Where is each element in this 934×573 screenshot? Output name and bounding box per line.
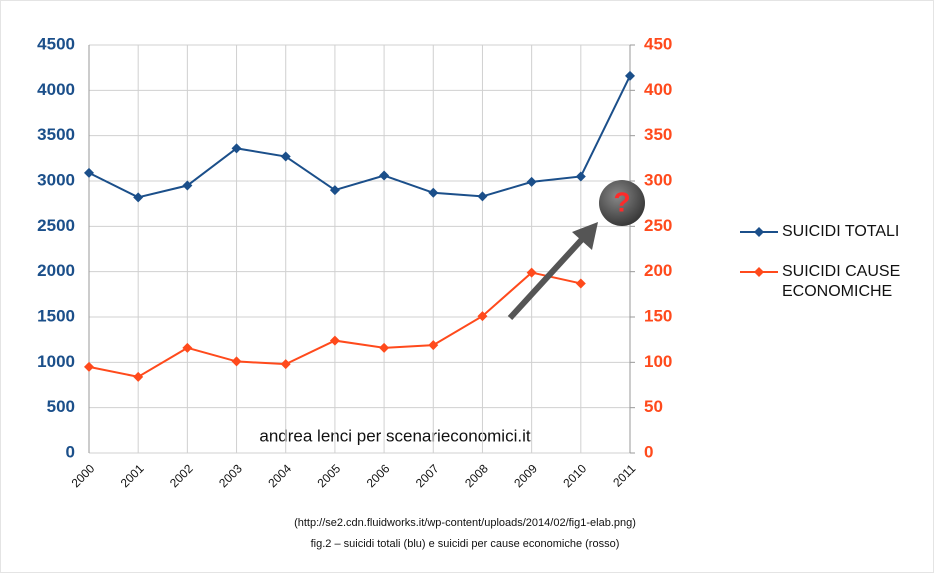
y2-tick-label: 400 (644, 80, 672, 99)
annotation: ? (613, 186, 630, 217)
data-point (280, 359, 291, 370)
y-tick-label: 0 (66, 442, 75, 461)
data-point (575, 278, 586, 289)
y2-tick-label: 250 (644, 216, 672, 235)
data-point (329, 185, 340, 196)
data-point (329, 335, 340, 346)
badge (599, 180, 645, 226)
data-point (428, 340, 439, 351)
y2-tick-label: 200 (644, 261, 672, 280)
arrow-shaft (507, 233, 588, 321)
y-tick-label: 500 (47, 397, 75, 416)
y2-tick-label: 0 (644, 442, 653, 461)
data-point (84, 167, 94, 178)
y2-tick-label: 300 (644, 170, 672, 189)
y-tick-label: 1500 (37, 306, 75, 325)
y-tick-label: 2500 (37, 216, 75, 235)
data-point (84, 361, 94, 372)
y2-tick-label: 350 (644, 125, 672, 144)
legend-marker (754, 267, 764, 277)
y-tick-label: 4000 (37, 80, 75, 99)
data-point (526, 267, 537, 278)
data-point (477, 311, 488, 322)
y2-tick-label: 450 (644, 34, 672, 53)
y-tick-label: 3500 (37, 125, 75, 144)
y-tick-label: 2000 (37, 261, 75, 280)
source: (http://se2.cdn.fluidworks.it/wp-content… (294, 517, 636, 529)
data-point (575, 171, 586, 182)
data-point (625, 70, 635, 81)
y-tick-label: 1000 (37, 352, 75, 371)
y-tick-label: 4500 (37, 34, 75, 53)
data-point (280, 151, 291, 162)
y2-tick-label: 150 (644, 306, 672, 325)
data-point (379, 170, 390, 181)
y2-tick-label: 50 (644, 397, 663, 416)
y2-tick-label: 100 (644, 352, 672, 371)
watermark: andrea lenci per scenarieconomici.it (259, 426, 530, 445)
data-point (182, 342, 193, 353)
data-point (477, 191, 488, 202)
data-point (231, 143, 242, 154)
data-point (526, 176, 537, 187)
arrow-head (572, 222, 598, 250)
y-tick-label: 3000 (37, 170, 75, 189)
caption: fig.2 – suicidi totali (blu) e suicidi p… (311, 538, 620, 550)
series-line (88, 75, 631, 199)
data-point (182, 180, 193, 191)
legend-marker (754, 227, 764, 237)
data-point (133, 192, 144, 203)
data-point (231, 356, 242, 367)
legend-label: SUICIDI TOTALI (782, 223, 900, 240)
legend-label: SUICIDI CAUSE ECONOMICHE (782, 263, 901, 300)
data-point (428, 187, 439, 198)
data-point (379, 342, 390, 353)
data-point (133, 371, 144, 382)
